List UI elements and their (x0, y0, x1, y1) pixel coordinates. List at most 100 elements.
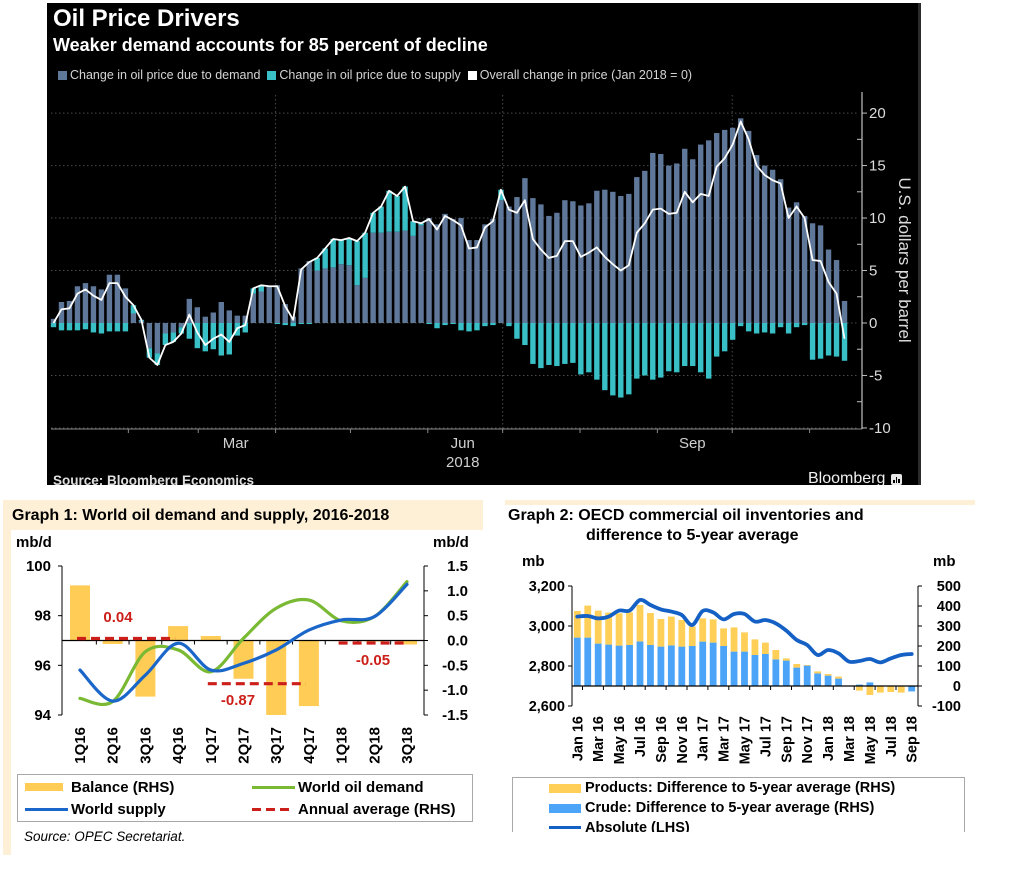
supply-bar (833, 322, 840, 357)
x-tick-label: Nov 16 (675, 716, 691, 764)
supply-bar (274, 322, 280, 325)
demand-bar (458, 218, 464, 323)
demand-bar (554, 212, 560, 323)
supply-bar (825, 322, 832, 356)
supply-bar (809, 322, 816, 360)
demand-bar (354, 285, 360, 323)
supply-bar (578, 322, 584, 375)
demand-bar (825, 249, 832, 323)
demand-bar (586, 203, 592, 323)
demand-bar (394, 231, 400, 323)
overall-change-line (52, 120, 846, 366)
balance-bar (200, 636, 221, 641)
supply-bar (410, 221, 416, 236)
x-tick-label: Jul 18 (884, 716, 900, 757)
crude-bar (636, 641, 644, 686)
legend-swatch-demand (252, 786, 295, 789)
supply-bar (186, 322, 193, 339)
products-bar (678, 620, 686, 647)
supply-bar (90, 322, 97, 333)
y-tick-label: 0 (869, 315, 877, 332)
supply-bar (98, 322, 105, 334)
demand-bar (282, 304, 288, 323)
legend-swatch-supply (25, 808, 68, 811)
supply-bar (50, 322, 57, 328)
supply-bar (698, 322, 704, 373)
x-tick-label: May 16 (612, 716, 628, 764)
products-bar (626, 612, 633, 645)
crude-bar (709, 642, 717, 686)
supply-bar (522, 322, 528, 346)
supply-bar (793, 322, 800, 328)
balance-bar (298, 640, 319, 707)
graph1-legend: Balance (RHS) World oil demand World sup… (17, 774, 473, 822)
x-tick-label: Jul 16 (633, 716, 649, 757)
demand-bar (50, 318, 57, 323)
supply-bar (737, 322, 744, 327)
balance-bar (70, 585, 90, 641)
crude-bar (615, 645, 623, 686)
crude-bar (573, 637, 581, 686)
crude-bar (762, 654, 769, 686)
x-tick-label: 3Q16 (137, 727, 154, 764)
graph2-top-strip (505, 500, 975, 505)
demand-bar (562, 200, 568, 323)
products-bar (866, 686, 874, 695)
demand-bar (506, 206, 512, 323)
supply-bar (538, 322, 544, 369)
products-bar (699, 618, 707, 642)
supply-bar (170, 332, 177, 342)
demand-bar (578, 205, 584, 323)
supply-bar (506, 322, 512, 327)
x-tick-label: Sep (679, 435, 706, 452)
demand-bar (98, 289, 105, 323)
crude-bar (605, 644, 613, 686)
products-bar (615, 613, 623, 646)
annual-average-label: -0.05 (356, 652, 390, 669)
supply-bar (450, 322, 456, 325)
legend-item-overall: Overall change in price (Jan 2018 = 0) (467, 67, 692, 83)
demand-bar (642, 170, 648, 323)
crude-bar (814, 673, 822, 686)
legend-label-products: Products: Difference to 5-year average (… (585, 780, 896, 796)
bloomberg-chart-panel: -10 -5 0 5 10 15 20 Mar Jun Sep 2018 U.S. dollars p… (47, 3, 921, 485)
supply-bar (490, 322, 496, 326)
supply-bar (546, 322, 552, 365)
graph1-title-bar (3, 500, 483, 530)
balance-bar (102, 640, 123, 644)
supply-bar (745, 322, 752, 332)
products-bar (584, 605, 592, 638)
crude-bar (856, 684, 863, 686)
crude-bar (667, 645, 675, 686)
supply-bar (642, 322, 648, 376)
balance-bar (266, 640, 287, 715)
supply-bar (154, 353, 161, 365)
crude-bar (772, 659, 780, 686)
x-tick-label: Jul 17 (758, 716, 774, 757)
supply-bar (66, 322, 73, 331)
demand-bar (162, 322, 169, 334)
supply-bar (330, 239, 336, 268)
supply-bar (394, 196, 400, 232)
demand-bar (626, 193, 632, 323)
supply-bar (562, 322, 568, 364)
demand-bar (442, 213, 448, 323)
x-tick-label: May 18 (863, 716, 879, 764)
x-tick-label: Sep 17 (779, 716, 795, 763)
demand-bar (226, 310, 232, 323)
demand-bar (745, 130, 752, 323)
supply-bar (202, 322, 209, 352)
x-tick-label: Jan 18 (821, 716, 837, 761)
brand-label: Bloomberg (808, 470, 886, 485)
demand-bar (242, 315, 248, 323)
crude-bar (584, 637, 592, 686)
demand-bar (705, 140, 712, 323)
supply-bar (282, 322, 288, 326)
left-y-tick-label: 2,800 (529, 659, 565, 675)
crude-bar (688, 646, 696, 686)
left-y-tick-label: 94 (34, 707, 51, 724)
demand-bar (570, 201, 576, 323)
demand-bar (817, 225, 824, 323)
crude-bar (678, 646, 686, 686)
demand-bar (833, 260, 840, 323)
